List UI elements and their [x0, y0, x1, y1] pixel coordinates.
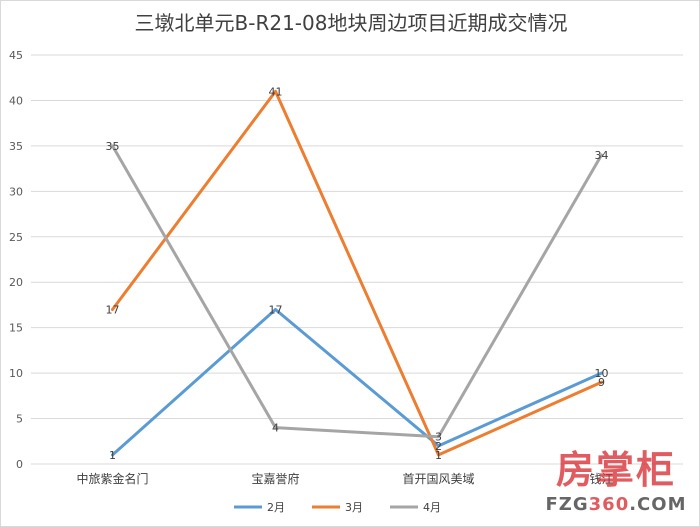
y-tick-label-0: 0: [16, 458, 23, 471]
data-label-s2-1: 4: [272, 422, 279, 435]
y-tick-label-45: 45: [9, 49, 23, 62]
x-tick-label-3: 钱江: [589, 471, 613, 486]
series-line-1: [111, 89, 603, 457]
data-label-s0-3: 10: [595, 367, 609, 380]
series-line-2: [111, 144, 603, 439]
legend-label-0: 2月: [267, 501, 285, 514]
data-label-s0-1: 17: [269, 303, 283, 316]
data-label-s1-3: 9: [598, 376, 605, 389]
data-label-s2-3: 34: [595, 149, 609, 162]
data-label-s0-0: 1: [109, 449, 116, 462]
data-label-s2-2: 3: [435, 431, 442, 444]
watermark-logo: 房掌柜 FZG360.COM: [541, 448, 691, 518]
data-label-s0-2: 2: [435, 440, 442, 453]
data-label-s1-0: 17: [106, 303, 120, 316]
data-label-s2-0: 35: [106, 140, 120, 153]
y-tick-label-10: 10: [9, 367, 23, 380]
legend-label-1: 3月: [345, 501, 363, 514]
y-tick-label-35: 35: [9, 140, 23, 153]
y-tick-label-20: 20: [9, 276, 23, 289]
legend-label-2: 4月: [423, 501, 441, 514]
x-tick-label-0: 中旅紫金名门: [76, 471, 148, 486]
watermark-cn: 房掌柜: [555, 447, 676, 492]
chart-title: 三墩北单元B-R21-08地块周边项目近期成交情况: [135, 11, 568, 35]
y-tick-label-25: 25: [9, 231, 23, 244]
data-label-s1-1: 41: [269, 85, 283, 98]
x-tick-label-1: 宝嘉誉府: [251, 471, 299, 486]
y-tick-label-40: 40: [9, 94, 23, 107]
y-tick-label-5: 5: [16, 413, 23, 426]
y-tick-label-30: 30: [9, 185, 23, 198]
data-label-s1-2: 1: [435, 449, 442, 462]
x-tick-label-2: 首开国风美域: [402, 472, 474, 486]
watermark-en: FZG360.COM: [545, 494, 687, 515]
y-tick-label-15: 15: [9, 322, 23, 335]
series-line-0: [111, 307, 603, 457]
